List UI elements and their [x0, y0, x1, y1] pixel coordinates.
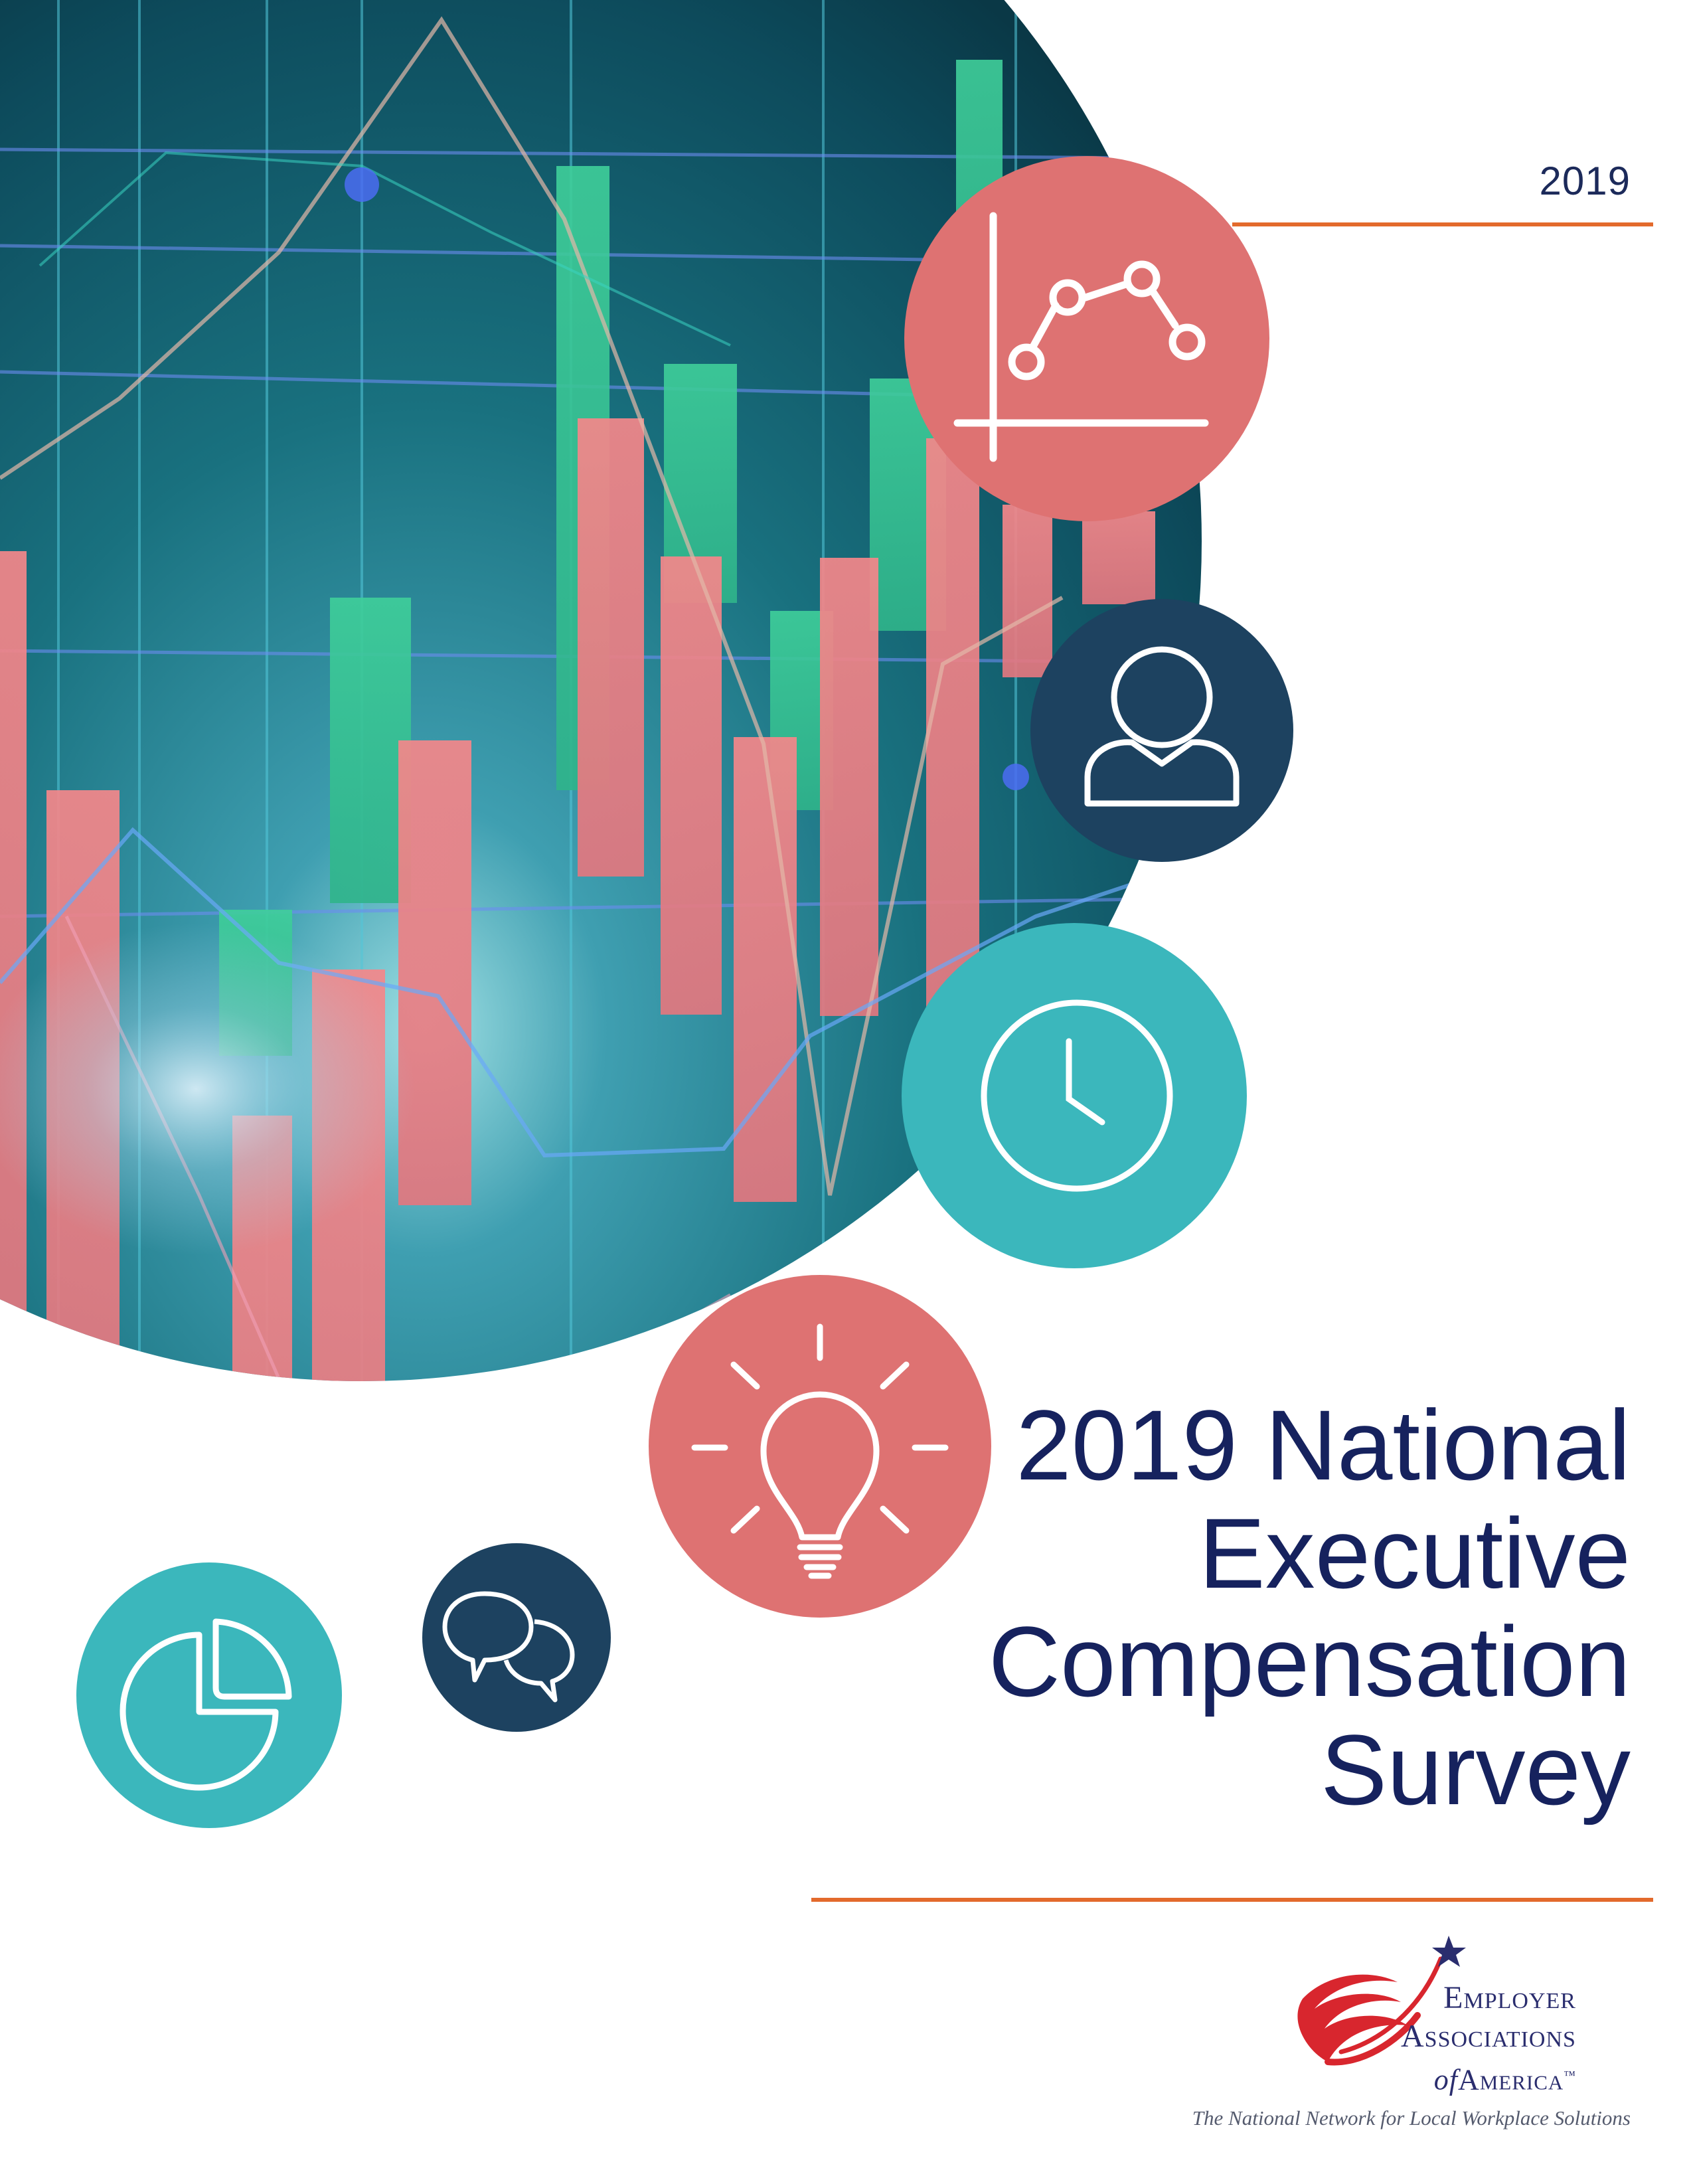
logo-line-associations: Associations — [1401, 2019, 1576, 2054]
chat-bubbles-icon — [422, 1543, 611, 1732]
logo-line-employer: Employer — [1443, 1980, 1576, 2015]
year-label: 2019 — [1539, 159, 1631, 203]
title-line-3: Compensation — [988, 1606, 1631, 1717]
page-title: 2019 National Executive Compensation Sur… — [900, 1391, 1631, 1824]
person-icon — [1030, 599, 1293, 862]
logo-trademark: ™ — [1564, 2068, 1576, 2082]
top-divider — [1232, 222, 1653, 226]
title-line-1: 2019 National — [1016, 1389, 1631, 1501]
pie-chart-icon — [76, 1562, 342, 1828]
employer-associations-logo-mark — [1297, 1936, 1466, 2066]
title-line-2: Executive — [1198, 1497, 1631, 1609]
logo-america: America — [1457, 2063, 1564, 2096]
title-line-4: Survey — [1321, 1714, 1631, 1825]
clock-icon — [902, 923, 1247, 1268]
bottom-divider — [811, 1898, 1653, 1902]
logo-tagline: The National Network for Local Workplace… — [1192, 2106, 1631, 2130]
lightbulb-icon — [649, 1275, 991, 1618]
logo-line-of-america: ofAmerica™ — [1414, 2056, 1576, 2100]
logo-wordmark: Employer Associations ofAmerica™ — [1401, 1979, 1576, 2100]
line-chart-icon — [904, 156, 1269, 521]
logo-of: of — [1433, 2063, 1458, 2096]
